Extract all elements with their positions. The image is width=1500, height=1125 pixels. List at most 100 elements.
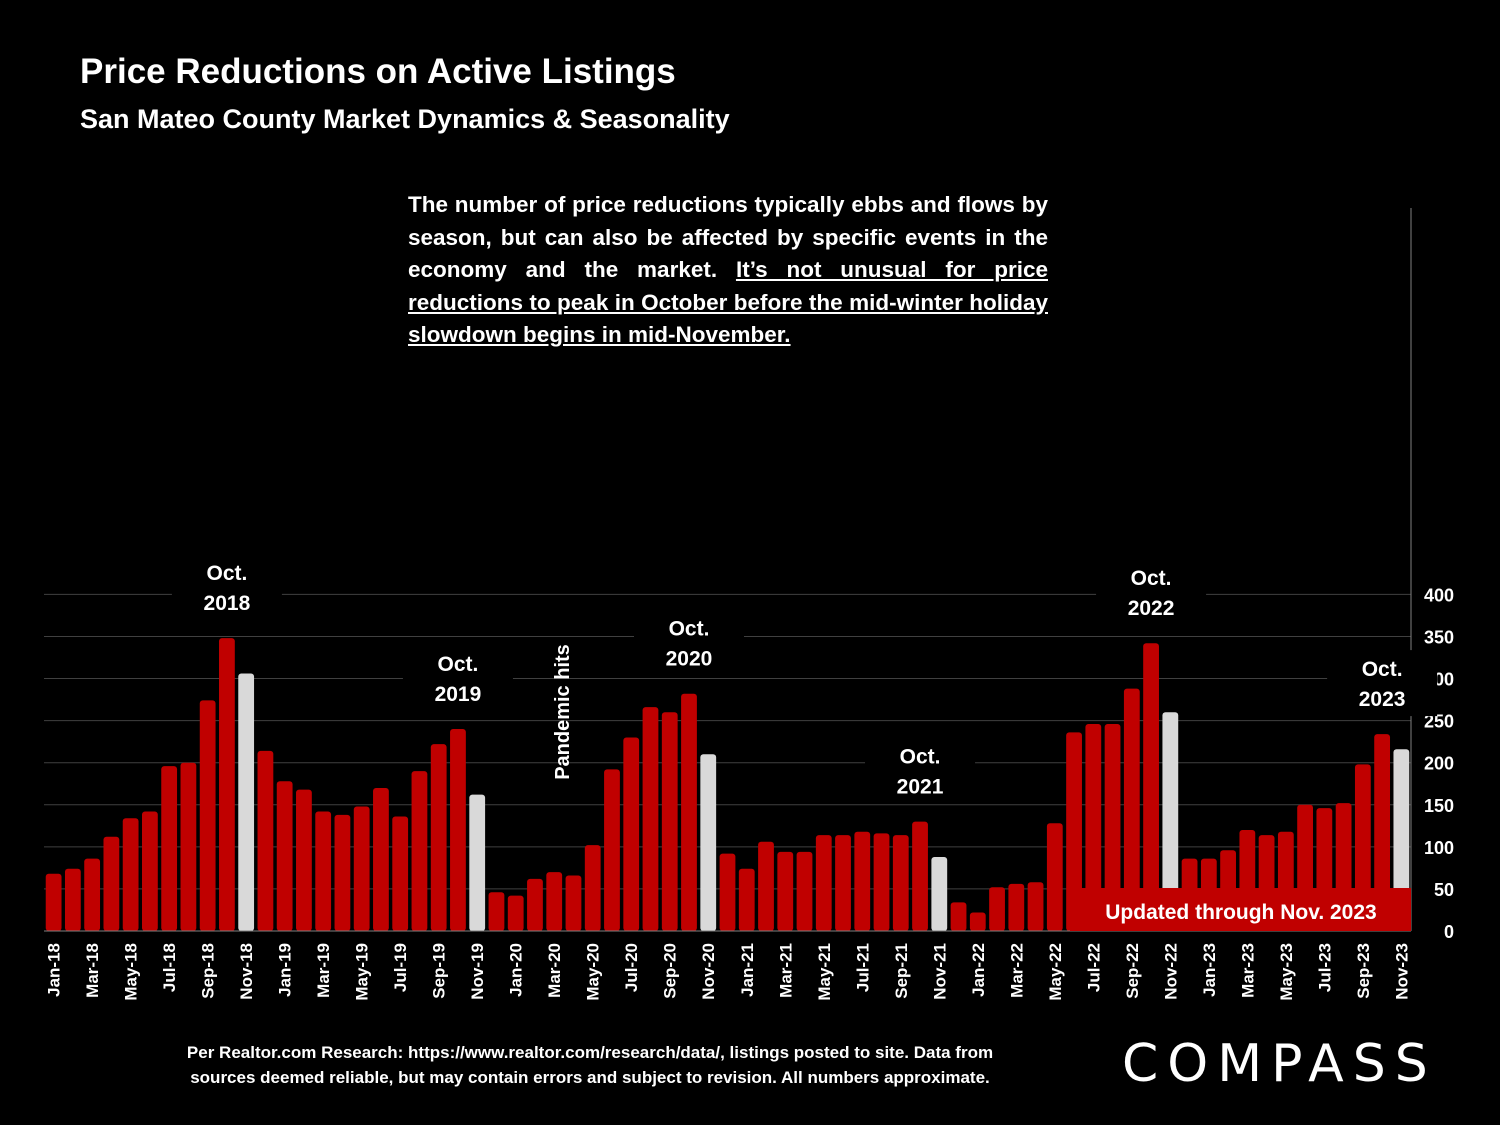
- bar-sep-19: [430, 744, 447, 931]
- x-tick-label: Jul-19: [391, 943, 410, 992]
- x-tick-label: Mar-19: [314, 943, 333, 998]
- annotation-oct-19: Oct. 2019: [402, 645, 513, 712]
- bar-dec-20: [719, 853, 736, 931]
- annotation-line-2: 2022: [1128, 597, 1175, 620]
- bar-apr-22: [1027, 882, 1044, 931]
- x-tick-label: Jan-22: [969, 943, 988, 997]
- x-tick-label: Jan-19: [276, 943, 295, 997]
- bar-aug-22: [1104, 723, 1121, 931]
- x-tick-label: Nov-22: [1161, 943, 1180, 1000]
- bar-aug-21: [873, 833, 890, 931]
- x-tick-label: Mar-22: [1007, 943, 1026, 998]
- x-tick-label: Jul-18: [160, 943, 179, 992]
- x-tick-label: May-22: [1046, 943, 1065, 1001]
- y-tick-label: 100: [1424, 838, 1454, 858]
- bar-nov-21: [931, 856, 948, 931]
- bar-aug-18: [180, 762, 197, 931]
- bar-sep-21: [892, 835, 909, 931]
- x-tick-label: May-18: [122, 943, 141, 1001]
- annotation-line-1: Oct.: [900, 746, 941, 769]
- annotation-line-1: Oct.: [1362, 658, 1403, 681]
- footnote-line-2: sources deemed reliable, but may contain…: [190, 1068, 990, 1087]
- y-tick-label: 150: [1424, 796, 1454, 816]
- bar-feb-22: [989, 887, 1005, 931]
- y-tick-label: 250: [1424, 712, 1454, 732]
- y-tick-label: 50: [1434, 880, 1454, 900]
- annotation-oct-21: Oct. 2021: [865, 737, 976, 804]
- chart-title: Price Reductions on Active Listings: [80, 52, 676, 91]
- bar-jun-18: [142, 811, 158, 931]
- bar-jan-19: [276, 781, 293, 931]
- bar-jun-22: [1066, 732, 1082, 931]
- annotation-oct-22: Oct. 2022: [1096, 559, 1207, 626]
- annotation-line-2: 2019: [435, 683, 482, 706]
- bar-apr-18: [103, 836, 120, 931]
- bar-feb-21: [758, 841, 774, 931]
- bar-jan-18: [45, 873, 62, 931]
- bar-sep-20: [661, 712, 678, 931]
- annotation-line-1: Oct.: [206, 562, 247, 585]
- x-tick-label: Jan-23: [1200, 943, 1219, 997]
- x-tick-label: Mar-18: [83, 943, 102, 998]
- bar-may-22: [1046, 823, 1063, 931]
- x-tick-label: Sep-19: [430, 943, 449, 999]
- y-tick-label: 200: [1424, 754, 1454, 774]
- annotation-oct-23: Oct. 2023: [1327, 650, 1438, 717]
- x-tick-label: Jul-23: [1315, 943, 1334, 992]
- annotation-oct-18: Oct. 2018: [171, 554, 282, 621]
- bar-jan-22: [969, 912, 986, 931]
- x-tick-label: May-21: [815, 943, 834, 1001]
- bar-jun-21: [835, 835, 851, 931]
- bar-nov-22: [1162, 712, 1179, 931]
- x-tick-label: Jul-20: [622, 943, 641, 992]
- y-tick-label: 400: [1424, 585, 1454, 605]
- y-tick-label: 0: [1444, 922, 1454, 942]
- bar-apr-19: [334, 814, 351, 931]
- bar-may-21: [815, 835, 832, 931]
- annotation-bg: [633, 609, 744, 676]
- x-tick-label: Sep-22: [1123, 943, 1142, 999]
- bar-oct-21: [912, 821, 928, 931]
- chart-subtitle: San Mateo County Market Dynamics & Seaso…: [80, 104, 730, 134]
- callout-text: The number of price reductions typically…: [408, 189, 1048, 352]
- x-tick-label: Jan-21: [738, 943, 757, 997]
- updated-badge-text: Updated through Nov. 2023: [1105, 901, 1376, 924]
- bar-nov-18: [238, 673, 255, 931]
- annotation-oct-20: Oct. 2020: [633, 609, 744, 676]
- x-tick-label: Sep-21: [892, 943, 911, 999]
- annotation-bg: [402, 645, 513, 712]
- bar-oct-18: [219, 638, 235, 931]
- footnote-line-1: Per Realtor.com Research: https://www.re…: [186, 1043, 994, 1062]
- bar-mar-19: [315, 811, 332, 931]
- annotation-bg: [865, 737, 976, 804]
- updated-badge-bg: [1070, 888, 1411, 931]
- x-tick-label: Nov-19: [468, 943, 487, 1000]
- bar-mar-21: [777, 851, 794, 931]
- bar-feb-20: [527, 878, 543, 931]
- annotation-bg: [1096, 559, 1207, 626]
- x-tick-label: Nov-20: [699, 943, 718, 1000]
- x-tick-label: Jul-21: [853, 943, 872, 992]
- updated-badge: Updated through Nov. 2023: [1070, 888, 1411, 931]
- x-tick-label: Sep-20: [661, 943, 680, 999]
- annotation-bg: [1327, 650, 1438, 717]
- bar-oct-20: [681, 693, 697, 931]
- bar-dec-21: [950, 902, 967, 931]
- bar-nov-20: [700, 754, 717, 931]
- bar-mar-18: [84, 858, 101, 931]
- annotation-line-2: 2021: [897, 776, 944, 799]
- annotation-line-2: 2023: [1359, 688, 1406, 711]
- bar-dec-18: [257, 750, 274, 931]
- bar-aug-19: [411, 771, 428, 931]
- bar-mar-20: [546, 872, 563, 931]
- bar-jul-20: [623, 737, 640, 931]
- x-tick-label: Nov-18: [237, 943, 256, 1000]
- x-tick-label: May-19: [353, 943, 372, 1001]
- bar-jul-18: [161, 766, 178, 931]
- callout-plain: The number of price reductions typically…: [408, 192, 1048, 282]
- bar-sep-22: [1123, 688, 1140, 931]
- compass-logo: COMPASS: [1122, 1034, 1437, 1094]
- bar-jul-21: [854, 831, 871, 931]
